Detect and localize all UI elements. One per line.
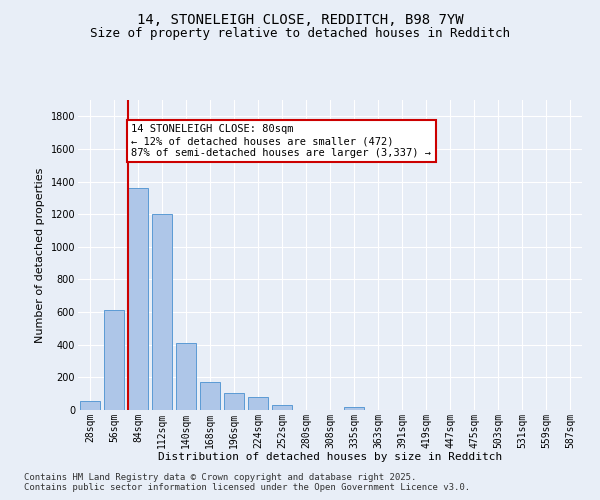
Bar (176, 343, 196, 410)
Bar (152, 214, 172, 410)
Text: Contains HM Land Registry data © Crown copyright and database right 2025.: Contains HM Land Registry data © Crown c… (24, 474, 416, 482)
Bar (344, 406, 364, 410)
Bar (224, 393, 244, 410)
Text: Contains public sector information licensed under the Open Government Licence v3: Contains public sector information licen… (24, 484, 470, 492)
Text: 14 STONELEIGH CLOSE: 80sqm
← 12% of detached houses are smaller (472)
87% of sem: 14 STONELEIGH CLOSE: 80sqm ← 12% of deta… (131, 124, 431, 158)
Bar (248, 397, 268, 410)
Bar (128, 188, 148, 410)
Bar (104, 310, 124, 410)
Text: Distribution of detached houses by size in Redditch: Distribution of detached houses by size … (158, 452, 502, 462)
Y-axis label: Number of detached properties: Number of detached properties (35, 168, 45, 342)
Text: Size of property relative to detached houses in Redditch: Size of property relative to detached ho… (90, 28, 510, 40)
Bar (272, 405, 292, 410)
Bar (200, 382, 220, 410)
Text: 14, STONELEIGH CLOSE, REDDITCH, B98 7YW: 14, STONELEIGH CLOSE, REDDITCH, B98 7YW (137, 12, 463, 26)
Bar (80, 401, 100, 410)
